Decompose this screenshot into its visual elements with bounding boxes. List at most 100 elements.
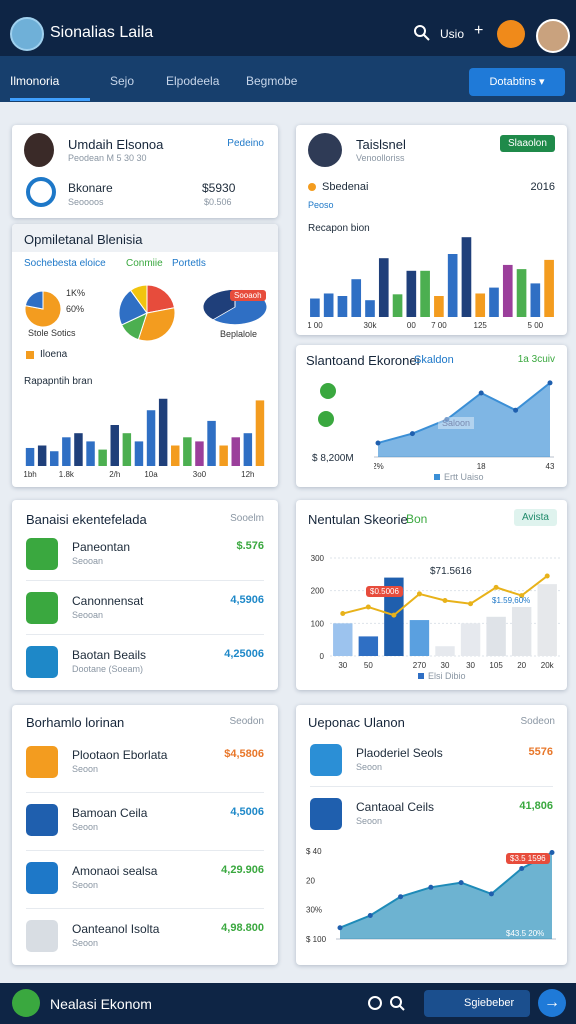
footer-button[interactable]: Sgiebeber xyxy=(424,990,530,1017)
row-name[interactable]: Baotan Beails xyxy=(72,648,147,662)
badge[interactable]: Slaaolon xyxy=(500,135,555,152)
row-name[interactable]: Paneontan xyxy=(72,540,131,554)
x-tick-label: 5 00 xyxy=(528,321,544,330)
row-amount: 4,5906 xyxy=(230,594,264,606)
user-avatar[interactable] xyxy=(536,19,570,53)
row-amount: 4,5006 xyxy=(230,806,264,818)
notification-button[interactable] xyxy=(497,20,525,48)
pie-slice xyxy=(129,284,148,315)
row-name[interactable]: Canonnensat xyxy=(72,594,144,608)
x-tick-label: 125 xyxy=(474,321,488,330)
separator xyxy=(26,580,264,581)
bar xyxy=(207,420,216,466)
pie-slice xyxy=(24,290,44,310)
x-tick-label: 1bh xyxy=(24,470,37,479)
tab[interactable]: Sejo xyxy=(110,74,135,88)
pie xyxy=(24,290,62,328)
x-tick-label: 105 xyxy=(489,661,503,670)
menu-button[interactable]: Dotabtins ▾ xyxy=(469,68,565,96)
title-tag: Bon xyxy=(406,512,428,526)
row-name[interactable]: Plootaon Eborlata xyxy=(72,748,168,762)
ring-icon xyxy=(26,177,56,207)
footer-icon[interactable] xyxy=(12,989,40,1017)
row-name[interactable]: Plaoderiel Seols xyxy=(356,746,443,760)
item: Sbedenai xyxy=(322,181,369,193)
row-name[interactable]: Bamoan Ceila xyxy=(72,806,148,820)
line xyxy=(339,851,553,929)
y-label: 20 xyxy=(306,876,315,885)
bar xyxy=(358,636,379,656)
footer-icons[interactable] xyxy=(368,995,408,1011)
point xyxy=(428,884,434,890)
bar xyxy=(420,270,430,317)
period[interactable]: 1a 3cuiv xyxy=(517,354,555,365)
bar xyxy=(122,433,132,466)
user-name[interactable]: Usio xyxy=(440,27,465,41)
bar xyxy=(337,296,348,317)
separator xyxy=(310,786,553,787)
subtitle: Venoolloriss xyxy=(356,153,405,163)
row-sub: Seoon xyxy=(356,816,383,826)
item: Bkonare xyxy=(68,181,113,195)
bar xyxy=(461,237,472,317)
title: Nentulan Skeorie xyxy=(308,512,408,527)
x-tick-label: 1.8k xyxy=(59,470,75,479)
link[interactable]: Seodon xyxy=(229,716,264,727)
check-icon xyxy=(318,411,334,427)
bar xyxy=(98,449,107,466)
badge[interactable]: Avista xyxy=(513,509,557,526)
point xyxy=(549,850,555,856)
row-amount: 4,25006 xyxy=(224,648,264,660)
filter[interactable]: Sochebesta eloice xyxy=(24,258,106,269)
tab[interactable]: Ilmonoria xyxy=(10,74,60,88)
bar xyxy=(489,287,499,317)
bar xyxy=(333,623,353,656)
tab[interactable]: Begmobe xyxy=(246,74,298,88)
legend: Elsi Dibio xyxy=(428,671,466,681)
row-sub: Seoon xyxy=(72,822,99,832)
filter[interactable]: Portetls xyxy=(172,258,206,269)
bar xyxy=(460,623,481,656)
bar xyxy=(310,298,320,317)
link[interactable]: Pedeino xyxy=(227,138,264,149)
x-tick-label: 18 xyxy=(477,462,486,471)
row-sub: Seoon xyxy=(72,880,99,890)
row-name[interactable]: Amonaoi sealsa xyxy=(72,864,158,878)
filter[interactable]: Conmiie xyxy=(126,258,163,269)
annotation: Saloon xyxy=(438,417,475,429)
tab[interactable]: Elpodeela xyxy=(166,74,220,88)
bar xyxy=(537,584,557,656)
row-amount: 4,29.906 xyxy=(221,864,264,876)
row-name[interactable]: Oanteanol Isolta xyxy=(72,922,160,936)
pie-caption: Stole Sotics xyxy=(28,328,76,338)
title: Borhamlo lorinan xyxy=(26,715,125,730)
bar xyxy=(25,447,35,466)
overview-card: Opmiletanal Blenisia Sochebesta eloice C… xyxy=(12,224,278,487)
row-icon xyxy=(310,744,342,776)
x-tick-label: 3o0 xyxy=(193,470,207,479)
x-tick-label: 2/h xyxy=(109,470,120,479)
link[interactable]: Sooelm xyxy=(230,513,264,524)
link[interactable]: Sodeon xyxy=(520,716,555,727)
legend-swatch xyxy=(26,351,34,359)
y-label: $ 40 xyxy=(306,847,322,856)
point xyxy=(544,573,550,579)
bar xyxy=(171,445,180,466)
search-icon[interactable] xyxy=(414,25,430,41)
amount: $5930 xyxy=(202,181,236,195)
next-button[interactable]: → xyxy=(538,989,566,1017)
row-sub: Seoon xyxy=(72,938,99,948)
y-tick-label: 100 xyxy=(311,619,325,628)
row-icon xyxy=(26,592,58,624)
bar-chart: 1 00 30k 00 7 00 125 5 00 xyxy=(308,237,554,330)
x-tick-label: 20 xyxy=(517,661,526,670)
footer: Nealasi Ekonom Sgiebeber → xyxy=(0,983,576,1024)
plus-icon[interactable]: + xyxy=(474,22,484,39)
point xyxy=(468,601,474,607)
highlight: Skaldon xyxy=(414,354,454,366)
point xyxy=(478,390,484,396)
annotation: $3.5 1596 xyxy=(506,853,550,864)
row-name[interactable]: Cantaoal Ceils xyxy=(356,800,435,814)
bar xyxy=(62,437,71,466)
name: Taislsnel xyxy=(356,137,406,152)
